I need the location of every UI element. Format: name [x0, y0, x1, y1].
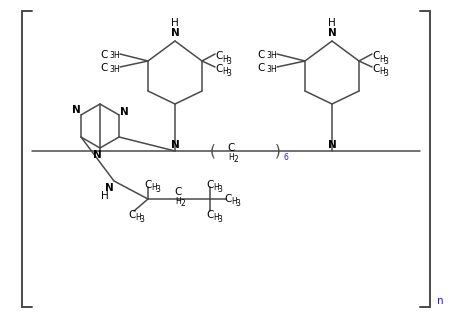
Text: H: H	[222, 68, 228, 77]
Text: N: N	[171, 28, 179, 38]
Text: C: C	[257, 63, 265, 73]
Text: 3: 3	[217, 216, 222, 225]
Text: H: H	[228, 152, 234, 161]
Text: C: C	[215, 64, 222, 74]
Text: H: H	[175, 197, 181, 205]
Text: 3: 3	[236, 199, 241, 209]
Text: 3: 3	[109, 51, 114, 61]
Text: C: C	[206, 180, 214, 190]
Text: 3: 3	[109, 64, 114, 73]
Text: H: H	[270, 64, 276, 73]
Text: n: n	[437, 296, 443, 306]
Text: 3: 3	[383, 70, 388, 78]
Text: N: N	[328, 28, 336, 38]
Text: N: N	[104, 183, 114, 193]
Text: H: H	[113, 51, 119, 61]
Text: C: C	[174, 187, 182, 197]
Text: 3: 3	[226, 70, 231, 78]
Text: H: H	[213, 183, 219, 192]
Text: 2: 2	[234, 154, 238, 164]
Text: N: N	[328, 140, 336, 150]
Text: H: H	[270, 51, 276, 61]
Text: 3: 3	[266, 64, 271, 73]
Text: C: C	[101, 50, 108, 60]
Text: H: H	[171, 18, 179, 28]
Text: C: C	[224, 194, 232, 204]
Text: 3: 3	[139, 216, 144, 225]
Text: C: C	[206, 210, 214, 220]
Text: H: H	[231, 197, 237, 206]
Text: C: C	[101, 63, 108, 73]
Text: C: C	[215, 51, 222, 61]
Text: N: N	[93, 150, 101, 160]
Text: 3: 3	[217, 186, 222, 195]
Text: C: C	[128, 210, 136, 220]
Text: C: C	[227, 143, 235, 153]
Text: H: H	[328, 18, 336, 28]
Text: C: C	[257, 50, 265, 60]
Text: N: N	[120, 107, 128, 117]
Text: C: C	[144, 180, 152, 190]
Text: ): )	[275, 144, 281, 159]
Text: 3: 3	[226, 56, 231, 65]
Text: H: H	[151, 183, 157, 192]
Text: C: C	[372, 51, 380, 61]
Text: 3: 3	[383, 56, 388, 65]
Text: H: H	[101, 191, 109, 201]
Text: (: (	[210, 144, 216, 159]
Text: H: H	[113, 64, 119, 73]
Text: 6: 6	[284, 152, 288, 161]
Text: H: H	[379, 68, 385, 77]
Text: H: H	[213, 213, 219, 222]
Text: C: C	[372, 64, 380, 74]
Text: N: N	[171, 140, 179, 150]
Text: 3: 3	[156, 186, 160, 195]
Text: 2: 2	[181, 198, 185, 207]
Text: H: H	[379, 55, 385, 63]
Text: H: H	[135, 213, 141, 222]
Text: N: N	[72, 105, 80, 115]
Text: H: H	[222, 55, 228, 63]
Text: 3: 3	[266, 51, 271, 61]
